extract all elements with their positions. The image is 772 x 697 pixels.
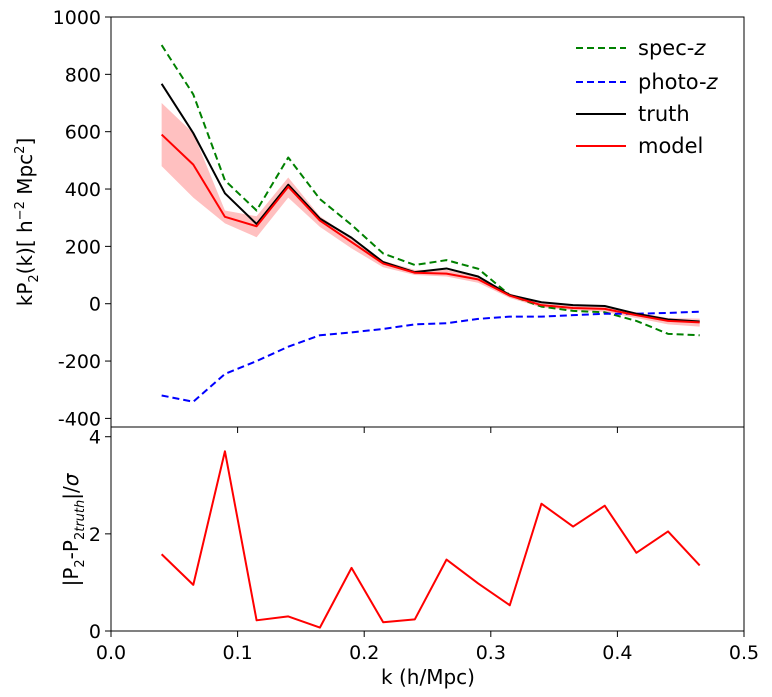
bottom-y-axis-label: |P2-P2truth|/σ: [59, 472, 88, 586]
series-line-spec-z: [160, 44, 700, 337]
y-tick-label: 0: [89, 294, 101, 316]
bottom-x-ticks: 0.0 0.1 0.2 0.3 0.4 0.5: [96, 631, 759, 664]
legend: spec-z photo-z truth model: [576, 36, 719, 158]
y-tick-label: -400: [58, 408, 101, 430]
top-y-ticks: -400 -200 0 200 400 600 800 1000: [53, 7, 111, 430]
bottom-panel: 0 2 4 0.0 0.1 0.2 0.3 0.4 0.5 |P2-P2truth|/σ k …: [59, 426, 759, 689]
x-tick-label: 0.0: [96, 642, 126, 664]
y-tick-label: 600: [65, 122, 101, 144]
y-tick-label: 0: [89, 621, 101, 643]
x-tick-label: 0.2: [349, 642, 379, 664]
bottom-series-layer: [160, 450, 701, 629]
x-tick-label: 0.5: [729, 642, 759, 664]
series-line-truth: [160, 83, 700, 323]
x-tick-label: 0.4: [602, 642, 632, 664]
x-axis-label: k (h/Mpc): [381, 665, 475, 689]
top-series-layer: [160, 44, 700, 403]
series-line-model: [160, 133, 700, 324]
bottom-axes-frame: [110, 426, 745, 632]
legend-label-photo-z: photo-z: [638, 70, 719, 94]
y-tick-label: 4: [89, 427, 101, 449]
y-tick-label: 200: [65, 236, 101, 258]
model-uncertainty-band-layer: [161, 103, 700, 327]
top-y-axis-label: kP2(k)[ h−2 Mpc2]: [13, 138, 42, 307]
x-tick-label: 0.3: [476, 642, 506, 664]
y-tick-label: -200: [58, 351, 101, 373]
y-tick-label: 800: [65, 64, 101, 86]
y-tick-label: 2: [89, 524, 101, 546]
model-uncertainty-band: [161, 103, 700, 327]
residual-line: [160, 450, 701, 629]
y-tick-label: 400: [65, 179, 101, 201]
x-tick-label: 0.1: [222, 642, 252, 664]
top-panel: -400 -200 0 200 400 600 800 1000 kP2(k)[ h−2 Mp…: [13, 7, 745, 433]
legend-label-truth: truth: [638, 102, 690, 126]
series-line-photo-z: [161, 310, 700, 403]
y-tick-label: 1000: [53, 7, 101, 29]
legend-label-model: model: [638, 134, 703, 158]
bottom-y-ticks: 0 2 4: [89, 427, 111, 643]
legend-label-spec-z: spec-z: [638, 36, 706, 60]
top-x-ticks: [110, 427, 745, 433]
